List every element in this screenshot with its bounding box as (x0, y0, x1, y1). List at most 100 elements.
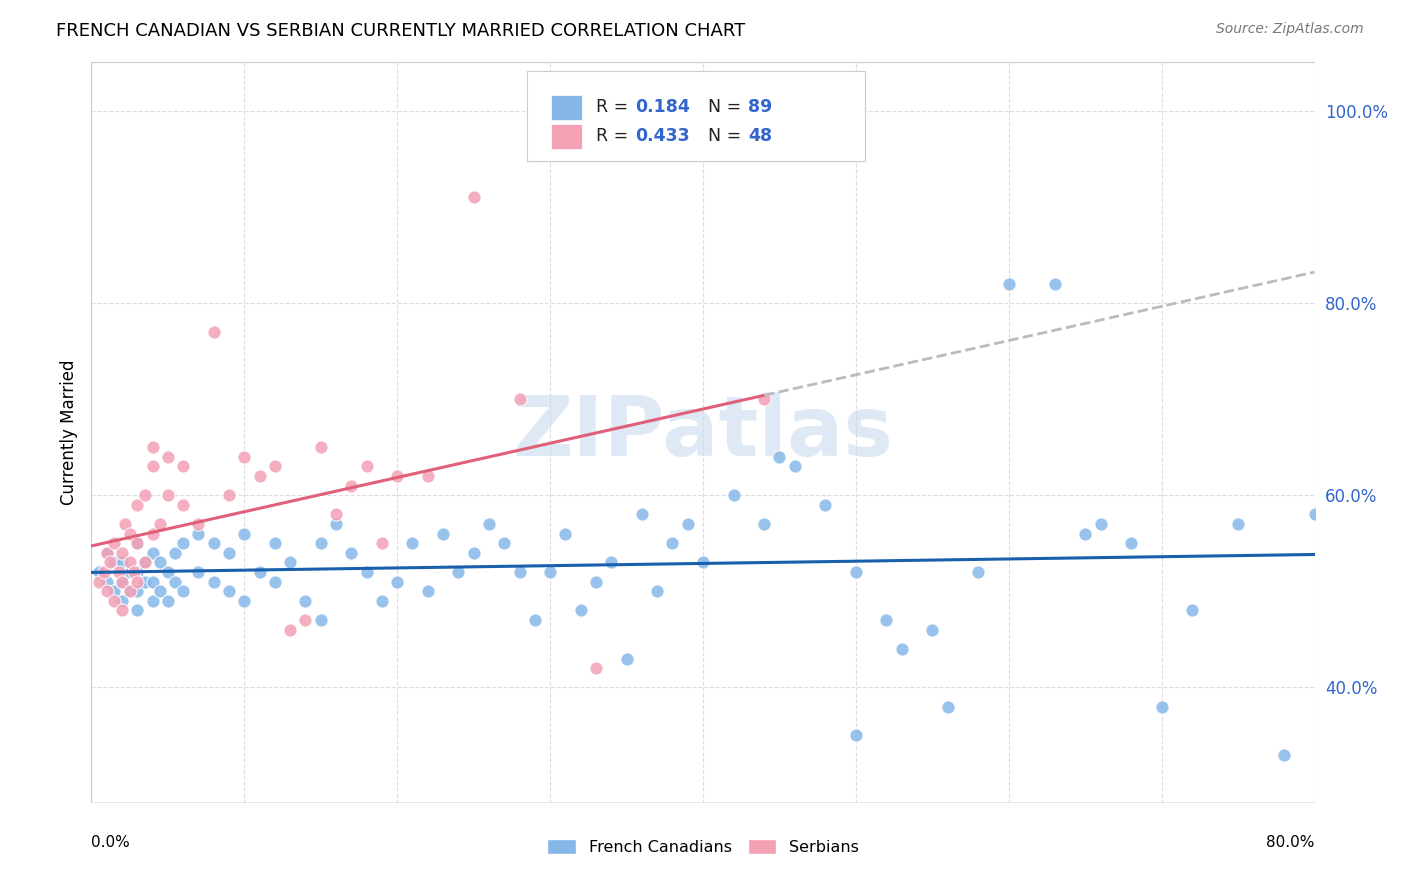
Point (96, 584, 118, 599)
Point (127, 584, 149, 599)
Text: ZIPatlas: ZIPatlas (513, 392, 893, 473)
Point (356, 459, 378, 474)
Point (509, 392, 531, 406)
Point (554, 526, 576, 541)
Text: Source: ZipAtlas.com: Source: ZipAtlas.com (1216, 22, 1364, 37)
Point (218, 584, 240, 599)
Text: N =: N = (697, 98, 747, 116)
Point (921, 623, 943, 637)
Point (616, 651, 638, 665)
Text: 80.0%: 80.0% (1267, 836, 1315, 850)
Text: 48: 48 (748, 128, 772, 145)
Point (103, 584, 125, 599)
Point (294, 613, 316, 627)
Point (1272, 747, 1295, 762)
Point (87, 565, 110, 579)
Point (149, 516, 172, 531)
Point (661, 536, 683, 550)
Point (585, 661, 607, 675)
Point (118, 584, 141, 599)
Point (218, 546, 240, 560)
Point (202, 325, 225, 339)
Point (127, 603, 149, 617)
Point (187, 516, 209, 531)
Point (118, 584, 141, 599)
Point (385, 574, 409, 589)
Point (340, 546, 363, 560)
Point (585, 574, 607, 589)
Point (172, 459, 194, 474)
Point (103, 556, 125, 570)
Point (118, 556, 141, 570)
Point (134, 488, 156, 502)
Point (631, 508, 654, 522)
Point (96, 574, 118, 589)
Point (108, 565, 131, 579)
Point (569, 603, 592, 617)
Point (600, 556, 623, 570)
Point (122, 565, 145, 579)
Point (172, 584, 194, 599)
Point (754, 392, 776, 406)
Point (340, 478, 363, 492)
Point (1303, 508, 1326, 522)
Point (141, 574, 163, 589)
Point (111, 574, 134, 589)
Point (172, 536, 194, 550)
Point (127, 574, 149, 589)
Point (478, 516, 501, 531)
Text: N =: N = (697, 128, 747, 145)
Point (447, 565, 470, 579)
Point (692, 556, 714, 570)
Point (98, 556, 121, 570)
Point (111, 574, 134, 589)
Point (249, 469, 271, 483)
Point (156, 594, 179, 608)
Point (890, 642, 912, 657)
Text: R =: R = (596, 128, 634, 145)
Point (754, 516, 776, 531)
Point (127, 498, 149, 512)
Point (385, 469, 409, 483)
Point (645, 584, 668, 599)
Point (967, 565, 990, 579)
Point (118, 565, 141, 579)
Point (149, 556, 172, 570)
Point (294, 594, 316, 608)
Point (1150, 699, 1173, 714)
Point (141, 594, 163, 608)
Point (845, 565, 868, 579)
Point (127, 536, 149, 550)
Point (278, 623, 301, 637)
Point (111, 594, 134, 608)
Point (463, 190, 485, 204)
Point (111, 546, 134, 560)
Point (509, 565, 531, 579)
Text: FRENCH CANADIAN VS SERBIAN CURRENTLY MARRIED CORRELATION CHART: FRENCH CANADIAN VS SERBIAN CURRENTLY MAR… (56, 22, 745, 40)
Point (264, 536, 287, 550)
Point (875, 613, 898, 627)
Point (768, 450, 790, 464)
Point (187, 526, 209, 541)
Point (156, 488, 179, 502)
Point (325, 516, 347, 531)
Point (96, 546, 118, 560)
Point (432, 526, 454, 541)
Point (96, 546, 118, 560)
Point (845, 729, 868, 743)
Y-axis label: Currently Married: Currently Married (59, 359, 77, 506)
Point (723, 488, 745, 502)
Point (1043, 277, 1066, 291)
Point (523, 613, 546, 627)
Point (118, 526, 141, 541)
Point (371, 594, 394, 608)
Legend: French Canadians, Serbians: French Canadians, Serbians (541, 832, 865, 862)
Point (202, 574, 225, 589)
Point (202, 536, 225, 550)
Point (141, 526, 163, 541)
Point (463, 546, 485, 560)
Point (156, 565, 179, 579)
Point (309, 613, 332, 627)
Point (356, 565, 378, 579)
Point (172, 498, 194, 512)
